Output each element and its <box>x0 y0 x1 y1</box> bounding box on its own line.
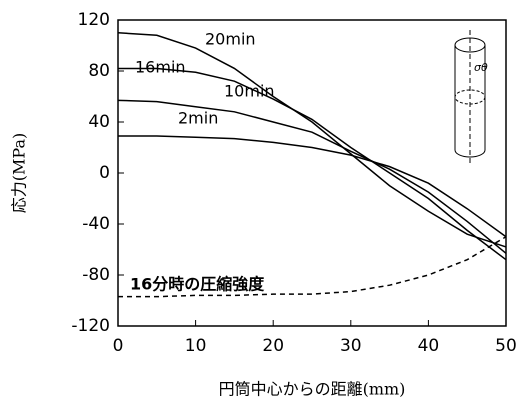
series-label: 2min <box>178 109 218 128</box>
y-tick-label: 40 <box>88 112 110 132</box>
page: 円筒中心からの距離(mm) 応力(MPa) σθ -120 -80 -40 0 40 80… <box>0 0 524 410</box>
series-label: 10min <box>224 82 275 101</box>
x-tick-label: 10 <box>185 336 207 356</box>
x-tick-label: 40 <box>418 336 440 356</box>
y-tick-label: 80 <box>88 61 110 81</box>
x-axis-label: 円筒中心からの距離(mm) <box>219 380 406 399</box>
y-tick-label: 120 <box>78 10 110 30</box>
x-tick-label: 30 <box>340 336 362 356</box>
series-line <box>118 100 506 253</box>
cylinder-icon <box>455 30 485 165</box>
series-line <box>118 136 506 237</box>
series-label: 16分時の圧縮強度 <box>130 275 265 294</box>
series-line <box>118 68 506 259</box>
series-label: 16min <box>135 58 186 77</box>
x-tick-label: 50 <box>495 336 517 356</box>
y-axis-label: 応力(MPa) <box>10 133 29 213</box>
series-label: 20min <box>205 30 256 49</box>
x-tick-label: 20 <box>262 336 284 356</box>
y-tick-label: -40 <box>82 214 110 234</box>
y-tick-label: -120 <box>71 316 110 336</box>
x-tick-label: 0 <box>113 336 124 356</box>
y-tick-label: -80 <box>82 265 110 285</box>
chart: 円筒中心からの距離(mm) 応力(MPa) σθ -120 -80 -40 0 40 80… <box>0 0 524 410</box>
y-tick-label: 0 <box>99 163 110 183</box>
icon-label: σθ <box>474 61 488 74</box>
